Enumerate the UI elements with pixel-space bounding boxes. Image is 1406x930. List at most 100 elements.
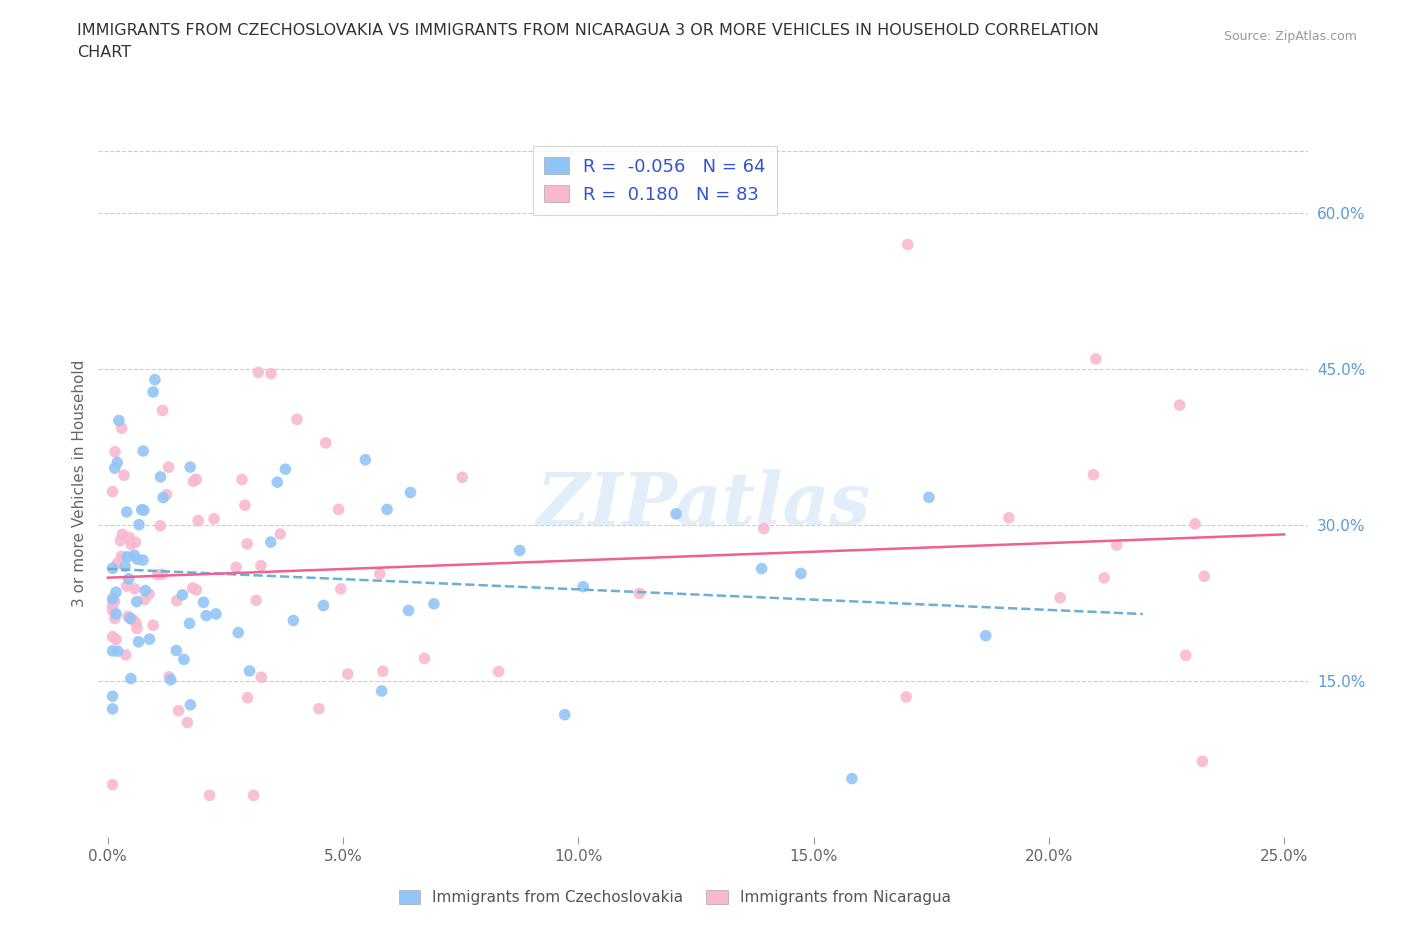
Point bbox=[105, 585, 128, 600]
Point bbox=[183, 474, 205, 489]
Point bbox=[134, 583, 156, 598]
Text: Source: ZipAtlas.com: Source: ZipAtlas.com bbox=[1223, 30, 1357, 43]
Point bbox=[371, 664, 394, 679]
Point bbox=[125, 594, 148, 609]
Point bbox=[368, 566, 391, 581]
Point bbox=[1049, 591, 1071, 605]
Point bbox=[115, 550, 138, 565]
Point bbox=[186, 582, 208, 597]
Point bbox=[226, 625, 249, 640]
Point bbox=[370, 684, 392, 698]
Point bbox=[143, 372, 166, 387]
Point bbox=[105, 632, 128, 647]
Point bbox=[790, 566, 813, 581]
Point bbox=[1105, 538, 1128, 552]
Point bbox=[236, 690, 259, 705]
Point bbox=[751, 561, 773, 576]
Point bbox=[198, 788, 221, 803]
Point bbox=[269, 526, 291, 541]
Point bbox=[205, 606, 228, 621]
Point bbox=[115, 504, 138, 519]
Point bbox=[132, 503, 155, 518]
Point bbox=[105, 606, 128, 621]
Point bbox=[974, 628, 997, 643]
Point bbox=[120, 537, 142, 551]
Point bbox=[176, 715, 198, 730]
Point bbox=[315, 435, 337, 450]
Point bbox=[112, 468, 135, 483]
Point bbox=[375, 502, 398, 517]
Point bbox=[752, 521, 775, 536]
Point bbox=[250, 558, 273, 573]
Point bbox=[918, 490, 941, 505]
Point bbox=[181, 580, 204, 595]
Point bbox=[101, 689, 124, 704]
Point bbox=[1191, 754, 1213, 769]
Point bbox=[127, 551, 149, 566]
Text: ZIPatlas: ZIPatlas bbox=[536, 470, 870, 540]
Point bbox=[152, 490, 174, 505]
Point bbox=[159, 672, 181, 687]
Point bbox=[149, 470, 172, 485]
Point bbox=[1174, 648, 1197, 663]
Point bbox=[1092, 570, 1115, 585]
Point bbox=[157, 459, 180, 474]
Point bbox=[157, 670, 180, 684]
Point bbox=[260, 535, 283, 550]
Point bbox=[101, 603, 124, 618]
Point bbox=[107, 556, 129, 571]
Point bbox=[179, 698, 201, 712]
Point bbox=[110, 549, 132, 564]
Point bbox=[354, 452, 377, 467]
Point bbox=[101, 701, 124, 716]
Point bbox=[114, 559, 136, 574]
Point bbox=[132, 444, 155, 458]
Point bbox=[120, 611, 142, 626]
Point bbox=[179, 616, 201, 631]
Point bbox=[142, 618, 165, 632]
Point bbox=[193, 595, 215, 610]
Point bbox=[488, 664, 510, 679]
Point bbox=[128, 517, 150, 532]
Point bbox=[242, 788, 264, 803]
Point bbox=[105, 455, 128, 470]
Point bbox=[451, 470, 474, 485]
Point bbox=[187, 513, 209, 528]
Point bbox=[413, 651, 436, 666]
Point bbox=[131, 502, 153, 517]
Point bbox=[103, 594, 125, 609]
Point bbox=[266, 474, 288, 489]
Point bbox=[149, 518, 172, 533]
Y-axis label: 3 or more Vehicles in Household: 3 or more Vehicles in Household bbox=[72, 360, 87, 607]
Point bbox=[665, 506, 688, 521]
Point bbox=[554, 707, 576, 722]
Point bbox=[134, 592, 156, 607]
Point bbox=[1083, 467, 1105, 482]
Point bbox=[111, 420, 134, 435]
Point bbox=[1184, 516, 1206, 531]
Point bbox=[124, 535, 146, 550]
Point bbox=[283, 613, 305, 628]
Point bbox=[308, 701, 330, 716]
Point bbox=[107, 644, 129, 658]
Point bbox=[118, 571, 141, 586]
Point bbox=[329, 581, 352, 596]
Point bbox=[101, 485, 124, 499]
Point bbox=[274, 462, 297, 477]
Point bbox=[124, 581, 146, 596]
Point bbox=[179, 459, 201, 474]
Point bbox=[998, 511, 1021, 525]
Point bbox=[186, 472, 208, 486]
Point bbox=[101, 644, 124, 658]
Point bbox=[233, 498, 256, 512]
Point bbox=[122, 548, 145, 563]
Point bbox=[172, 588, 194, 603]
Point bbox=[114, 647, 136, 662]
Point bbox=[247, 365, 270, 379]
Point bbox=[121, 612, 143, 627]
Point bbox=[1192, 569, 1215, 584]
Point bbox=[132, 552, 155, 567]
Point bbox=[423, 596, 446, 611]
Point bbox=[118, 530, 141, 545]
Point bbox=[104, 460, 127, 475]
